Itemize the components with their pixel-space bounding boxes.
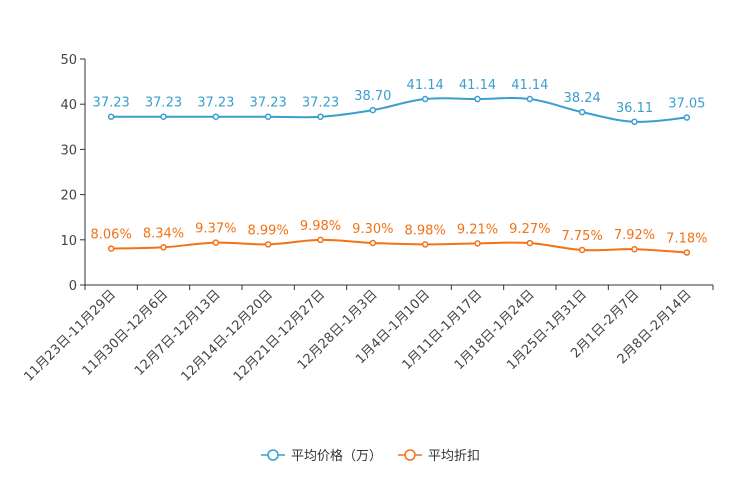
- legend-item-1[interactable]: 平均折扣: [398, 449, 480, 464]
- x-axis: 11月23日-11月29日11月30日-12月6日12月7日-12月13日12月…: [22, 284, 714, 385]
- legend-label: 平均折扣: [428, 449, 480, 464]
- data-point: [421, 241, 429, 248]
- data-point: [107, 245, 115, 252]
- data-label: 8.99%: [248, 223, 289, 238]
- data-label: 37.23: [93, 96, 130, 111]
- data-label: 37.23: [145, 96, 182, 111]
- y-tick-label: 20: [60, 189, 77, 204]
- data-point: [526, 239, 534, 247]
- data-point: [683, 114, 691, 121]
- data-point: [160, 244, 167, 251]
- data-label: 41.14: [511, 78, 548, 93]
- x-category-label: 12月21日-12月27日: [231, 287, 328, 384]
- series-line-0: [111, 97, 687, 123]
- data-label: 9.27%: [509, 222, 550, 237]
- data-label: 38.70: [354, 89, 391, 104]
- series-lines: [107, 95, 691, 256]
- data-label: 9.98%: [300, 219, 341, 234]
- data-point: [369, 106, 377, 114]
- data-label: 7.75%: [562, 229, 603, 244]
- x-category-label: 11月23日-11月29日: [22, 287, 119, 384]
- data-point: [474, 95, 481, 103]
- data-label: 37.23: [250, 96, 287, 111]
- data-point: [631, 118, 638, 126]
- data-point: [421, 95, 429, 103]
- data-label: 7.92%: [614, 228, 655, 243]
- data-label: 38.24: [564, 91, 601, 106]
- data-point: [631, 245, 638, 253]
- legend-marker: [267, 449, 279, 461]
- data-point: [578, 108, 586, 116]
- data-point: [160, 113, 167, 120]
- data-label: 9.30%: [352, 222, 393, 237]
- y-tick-label: 50: [60, 53, 77, 68]
- data-point: [578, 246, 586, 254]
- x-category-label: 12月14日-12月20日: [179, 287, 276, 384]
- data-point: [107, 113, 115, 120]
- data-label: 37.05: [668, 97, 705, 112]
- data-label: 8.98%: [405, 223, 446, 238]
- data-point: [369, 239, 377, 247]
- data-label: 9.37%: [195, 222, 236, 237]
- data-point: [683, 249, 691, 256]
- y-tick-label: 10: [60, 234, 77, 249]
- data-label: 36.11: [616, 101, 653, 116]
- y-tick-label: 0: [69, 279, 77, 294]
- y-tick-label: 30: [60, 143, 77, 158]
- data-point: [474, 240, 481, 247]
- legend-label: 平均价格（万）: [291, 448, 382, 464]
- legend-item-0[interactable]: 平均价格（万）: [261, 448, 382, 464]
- data-point: [212, 239, 220, 246]
- series-line-1: [111, 238, 687, 254]
- data-label: 8.06%: [91, 228, 132, 243]
- data-labels: 37.23 37.23 37.23 37.23 37.23 38.70 41.14 41.14…: [91, 78, 708, 246]
- data-point: [317, 236, 324, 244]
- data-point: [264, 113, 272, 120]
- data-label: 9.21%: [457, 222, 498, 237]
- data-label: 41.14: [407, 78, 444, 93]
- data-label: 8.34%: [143, 226, 184, 241]
- data-label: 37.23: [197, 96, 234, 111]
- y-axis: 0 10 20 30 40 50: [60, 53, 86, 294]
- y-tick-label: 40: [60, 98, 77, 113]
- legend-marker: [404, 449, 416, 461]
- data-label: 41.14: [459, 78, 496, 93]
- legend[interactable]: 平均价格（万） 平均折扣: [261, 448, 480, 464]
- data-point: [264, 241, 272, 248]
- data-label: 7.18%: [666, 232, 707, 247]
- data-point: [526, 95, 534, 103]
- data-point: [212, 113, 220, 120]
- data-point: [317, 113, 324, 120]
- data-label: 37.23: [302, 96, 339, 111]
